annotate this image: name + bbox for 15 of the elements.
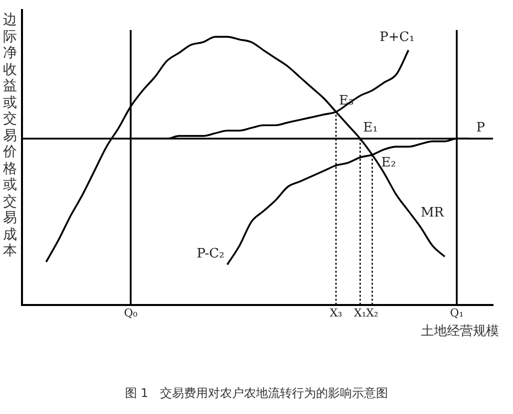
annotation: E₃	[339, 94, 354, 109]
x-axis-title: 土地经营规模	[421, 323, 499, 340]
annotation: E₁	[363, 120, 378, 136]
annotation: E₂	[381, 156, 396, 171]
series-label: P-C₂	[196, 246, 224, 262]
series-label: P+C₁	[380, 30, 414, 46]
x-tick-label: Q₀	[124, 306, 138, 320]
x-tick-label: X₂	[366, 306, 378, 320]
x-tick-label: X₁	[354, 306, 366, 320]
text: 边际净收益或交易价格或交易成本	[3, 12, 17, 259]
ref-line-label: P	[476, 120, 486, 136]
x-tick-label: X₃	[330, 306, 342, 320]
series-label: MR	[420, 205, 446, 220]
caption: 图 1 交易费用对农户农地流转行为的影响示意图	[124, 385, 390, 402]
x-tick-label: Q₁	[450, 306, 464, 320]
